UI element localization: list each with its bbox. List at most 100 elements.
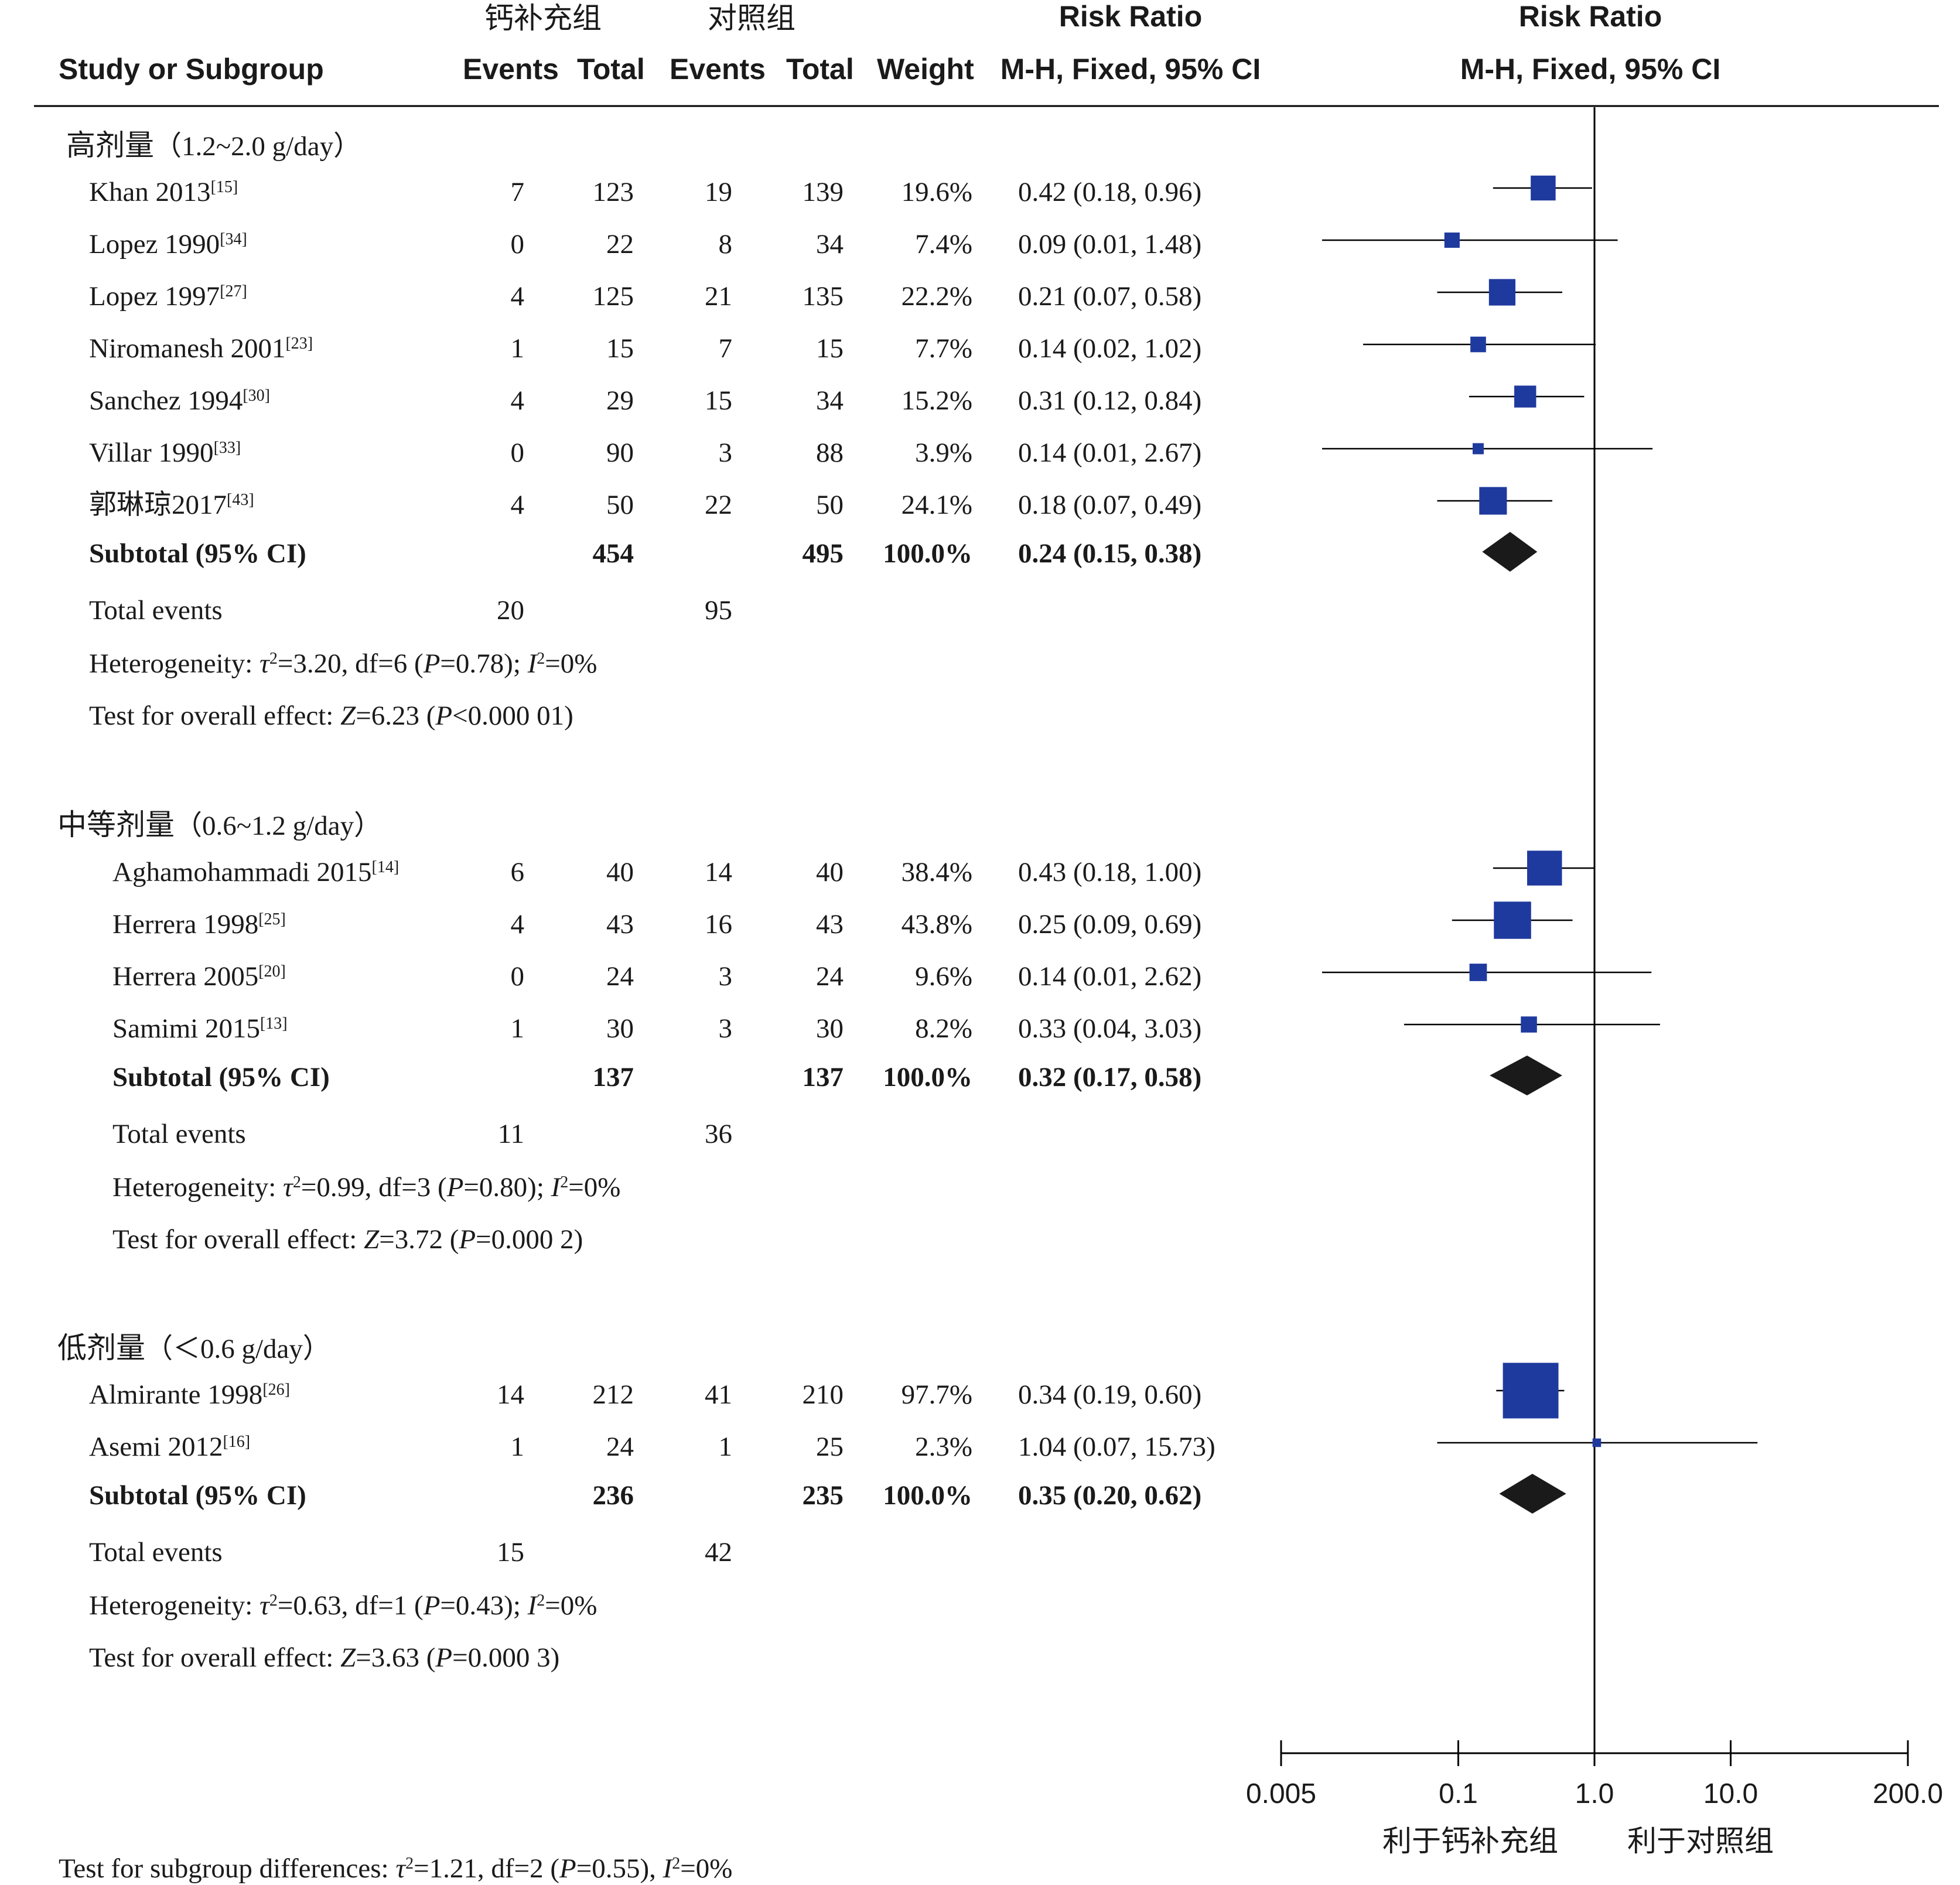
study-ci: 0.21 (0.07, 0.58) xyxy=(1018,281,1201,312)
study-name: Sanchez 1994 xyxy=(89,385,243,416)
overall-p-val: =0.000 3) xyxy=(452,1642,559,1673)
sd-tau-val: =1.21, df=2 ( xyxy=(414,1853,559,1884)
study-events1: 0 xyxy=(511,438,525,468)
sd-i-val: =0% xyxy=(680,1853,732,1884)
subtotal-ci: 0.35 (0.20, 0.62) xyxy=(1018,1480,1201,1511)
study-weight: 15.2% xyxy=(902,385,972,416)
study-events2: 1 xyxy=(719,1432,733,1462)
study-label: Sanchez 1994[30] xyxy=(89,385,270,416)
study-total2: 50 xyxy=(816,490,844,520)
study-ref: [20] xyxy=(258,962,286,981)
study-events2: 3 xyxy=(719,961,733,992)
study-total2: 30 xyxy=(816,1013,844,1044)
sd-prefix: Test for subgroup differences: xyxy=(59,1853,395,1884)
sd-p-val: =0.55), xyxy=(576,1853,663,1884)
study-events2: 19 xyxy=(705,177,732,207)
study-ref: [34] xyxy=(220,230,247,248)
study-box xyxy=(1494,901,1531,939)
study-weight: 22.2% xyxy=(902,281,972,312)
header-rr-method: M-H, Fixed, 95% CI xyxy=(1001,53,1261,86)
het-tau-val: =3.20, df=6 ( xyxy=(278,648,424,679)
overall-z-val: =6.23 ( xyxy=(356,701,435,731)
study-box xyxy=(1479,487,1507,515)
overall-effect: Test for overall effect: Z=6.23 (P<0.000… xyxy=(89,701,573,731)
study-events2: 8 xyxy=(719,229,733,259)
het-prefix: Heterogeneity: xyxy=(89,1590,259,1621)
subtotal-total1: 454 xyxy=(593,538,634,569)
het-p-val: =0.43); xyxy=(440,1590,527,1621)
subtotal-weight: 100.0% xyxy=(883,538,972,569)
subtotal-total2: 137 xyxy=(803,1062,844,1092)
study-label: Samimi 2015[13] xyxy=(112,1013,288,1044)
study-events1: 0 xyxy=(511,961,525,992)
subtotal-label: Subtotal (95% CI) xyxy=(112,1062,330,1092)
het-i-sup: 2 xyxy=(537,650,545,668)
subtotal-ci: 0.32 (0.17, 0.58) xyxy=(1018,1062,1201,1092)
study-name: Khan 2013 xyxy=(89,177,211,207)
het-i-val: =0% xyxy=(568,1172,620,1203)
study-events1: 7 xyxy=(511,177,525,207)
het-i-val: =0% xyxy=(545,648,597,679)
het-tau-val: =0.63, df=1 ( xyxy=(278,1590,424,1621)
header-total1: Total xyxy=(577,53,645,86)
het-i: I xyxy=(527,1590,538,1621)
study-total2: 25 xyxy=(816,1432,844,1462)
study-ref: [25] xyxy=(258,910,286,928)
study-ref: [30] xyxy=(243,387,270,405)
subtotal-diamond xyxy=(1499,1474,1566,1514)
study-box xyxy=(1592,1438,1602,1447)
study-events2: 41 xyxy=(705,1379,732,1410)
subgroup-name: 中等剂量 xyxy=(57,808,175,842)
overall-z-val: =3.72 ( xyxy=(379,1224,459,1255)
total-events-label: Total events xyxy=(89,595,223,626)
subgroup-range: （0.6~1.2 g/day） xyxy=(175,811,381,841)
het-tau: τ xyxy=(259,648,271,679)
study-total1: 15 xyxy=(606,333,634,364)
study-events1: 4 xyxy=(511,385,525,416)
het-i-sup: 2 xyxy=(560,1173,568,1191)
sd-i: I xyxy=(663,1853,674,1884)
x-tick-label: 1.0 xyxy=(1575,1778,1614,1809)
total-events1: 20 xyxy=(497,595,524,626)
het-sup: 2 xyxy=(269,650,278,668)
study-total2: 34 xyxy=(816,229,844,259)
x-tick-label: 0.005 xyxy=(1246,1778,1316,1809)
study-label: Lopez 1990[34] xyxy=(89,229,247,259)
heterogeneity: Heterogeneity: τ2=3.20, df=6 (P=0.78); I… xyxy=(89,648,597,679)
het-tau: τ xyxy=(259,1590,271,1621)
study-events1: 4 xyxy=(511,281,525,312)
favours-right: 利于对照组 xyxy=(1627,1824,1774,1858)
study-events2: 3 xyxy=(719,438,733,468)
total-events2: 42 xyxy=(705,1537,732,1568)
study-ref: [43] xyxy=(227,491,254,509)
study-label: Lopez 1997[27] xyxy=(89,281,247,312)
overall-p-val: =0.000 2) xyxy=(476,1224,583,1255)
study-total1: 24 xyxy=(606,961,634,992)
subtotal-weight: 100.0% xyxy=(883,1480,972,1511)
study-label: Aghamohammadi 2015[14] xyxy=(112,857,399,887)
overall-p: P xyxy=(435,1642,452,1673)
sd-i-sup: 2 xyxy=(672,1855,680,1873)
sd-tau: τ xyxy=(395,1853,407,1884)
study-label: Khan 2013[15] xyxy=(89,177,238,207)
header-group1: 钙补充组 xyxy=(484,1,602,35)
overall-p: P xyxy=(435,701,452,731)
het-prefix: Heterogeneity: xyxy=(112,1172,283,1203)
study-events1: 0 xyxy=(511,229,525,259)
sd-tau-sup: 2 xyxy=(405,1855,414,1873)
overall-prefix: Test for overall effect: xyxy=(89,1642,340,1673)
study-events1: 1 xyxy=(511,333,525,364)
overall-prefix: Test for overall effect: xyxy=(112,1224,364,1255)
study-name: Aghamohammadi 2015 xyxy=(112,857,372,887)
subtotal-weight: 100.0% xyxy=(883,1062,972,1092)
total-events2: 95 xyxy=(705,595,732,626)
total-events1: 15 xyxy=(497,1537,524,1568)
subtotal-total1: 137 xyxy=(593,1062,634,1092)
header-weight: Weight xyxy=(877,53,974,86)
study-ci: 0.31 (0.12, 0.84) xyxy=(1018,385,1201,416)
study-ci: 0.09 (0.01, 1.48) xyxy=(1018,229,1201,259)
subgroup-heading: 中等剂量（0.6~1.2 g/day） xyxy=(57,808,381,842)
study-total1: 125 xyxy=(593,281,634,312)
study-weight: 97.7% xyxy=(902,1379,972,1410)
study-weight: 24.1% xyxy=(902,490,972,520)
